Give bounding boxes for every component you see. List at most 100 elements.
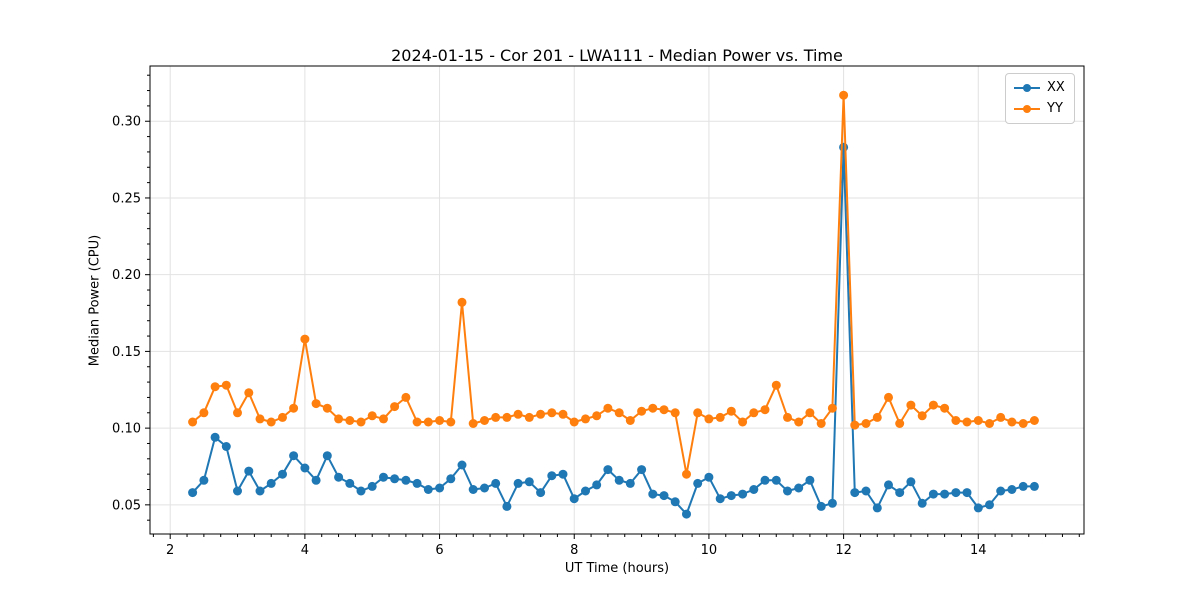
data-point: [805, 475, 815, 485]
data-point: [345, 478, 355, 488]
data-point: [592, 411, 602, 421]
series-line: [191, 146, 1035, 516]
data-point: [356, 417, 366, 427]
data-point: [468, 419, 478, 428]
data-point: [962, 417, 972, 427]
data-point: [311, 399, 321, 409]
data-point: [928, 400, 938, 410]
data-point: [839, 90, 849, 100]
data-point: [356, 486, 366, 496]
legend-line-marker-icon: [1014, 101, 1040, 117]
data-point: [1007, 485, 1017, 494]
data-point: [513, 478, 523, 488]
data-point: [233, 486, 242, 496]
y-tick-label: 0.10: [112, 422, 141, 437]
data-point: [502, 501, 512, 511]
data-point: [850, 420, 860, 430]
data-point: [783, 412, 792, 422]
data-point: [300, 463, 310, 473]
data-point: [715, 412, 725, 422]
data-point: [771, 380, 781, 390]
data-point: [985, 500, 994, 510]
data-point: [973, 503, 983, 513]
data-point: [278, 412, 287, 422]
data-point: [435, 483, 445, 493]
data-point: [491, 478, 501, 488]
data-point: [491, 412, 501, 422]
data-point: [435, 416, 445, 425]
data-point: [524, 477, 534, 487]
data-point: [648, 489, 658, 499]
data-point: [311, 475, 321, 485]
data-point: [603, 465, 613, 475]
data-point: [906, 477, 916, 487]
series-yy: [188, 90, 1039, 479]
y-axis-label: Median Power (CPU): [87, 234, 103, 367]
data-point: [244, 388, 254, 398]
data-point: [334, 414, 344, 424]
data-point: [188, 417, 198, 427]
data-point: [255, 486, 265, 496]
data-point: [536, 488, 546, 498]
series-line: [191, 94, 1035, 476]
data-point: [670, 497, 680, 507]
data-point: [255, 414, 265, 424]
data-point: [480, 483, 489, 493]
data-point: [266, 417, 276, 427]
data-point: [917, 498, 927, 508]
data-point: [917, 411, 927, 421]
x-tick-label: 10: [701, 543, 718, 558]
data-point: [278, 469, 287, 479]
data-point: [951, 488, 961, 498]
data-point: [861, 419, 871, 428]
legend-item-yy: YY: [1014, 101, 1066, 117]
series-xx: [188, 142, 1039, 519]
data-point: [973, 416, 983, 425]
data-point: [513, 409, 523, 419]
data-point: [715, 494, 725, 504]
data-point: [962, 488, 972, 498]
data-point: [682, 509, 691, 519]
data-point: [547, 471, 557, 481]
y-tick-label: 0.25: [112, 191, 141, 206]
y-tick-label: 0.30: [112, 115, 141, 130]
data-point: [581, 414, 590, 424]
data-point: [412, 417, 422, 427]
data-point: [390, 402, 400, 412]
data-point: [760, 475, 770, 485]
data-point: [558, 409, 568, 419]
data-point: [502, 412, 512, 422]
data-point: [300, 334, 310, 344]
data-point: [446, 417, 456, 427]
data-point: [468, 485, 478, 494]
data-point: [345, 416, 355, 425]
data-point: [547, 408, 557, 418]
data-point: [221, 442, 231, 451]
data-point: [210, 382, 220, 392]
gridlines: [150, 66, 1084, 534]
data-point: [221, 380, 231, 390]
data-point: [457, 297, 467, 307]
data-point: [401, 475, 411, 485]
legend-item-xx: XX: [1014, 80, 1066, 96]
data-point: [704, 472, 714, 482]
data-point: [738, 417, 748, 427]
data-point: [592, 480, 602, 490]
x-tick-label: 12: [835, 543, 852, 558]
data-point: [379, 472, 388, 482]
data-point: [749, 485, 759, 494]
y-tick-label: 0.15: [112, 345, 141, 360]
data-point: [726, 406, 736, 416]
data-point: [693, 408, 703, 418]
data-point: [749, 408, 759, 418]
data-point: [199, 475, 209, 485]
x-tick-label: 2: [166, 543, 174, 558]
data-point: [244, 466, 254, 476]
data-point: [659, 491, 669, 501]
data-point: [569, 494, 579, 504]
data-point: [1018, 419, 1028, 428]
data-point: [783, 486, 792, 496]
data-point: [199, 408, 209, 418]
legend-label: XX: [1047, 80, 1065, 95]
data-point: [872, 503, 882, 513]
